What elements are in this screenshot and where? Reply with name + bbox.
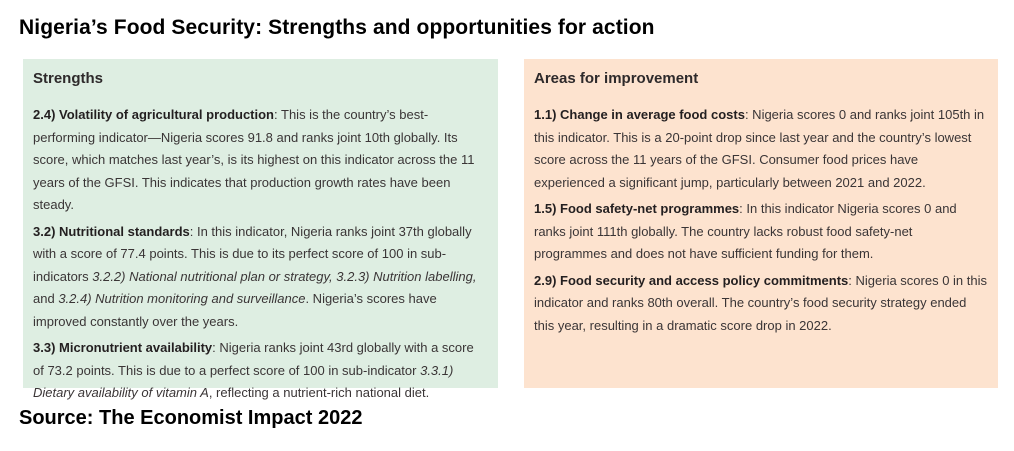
source-note: Source: The Economist Impact 2022 [19, 407, 363, 429]
item-text: . Nigeria’s scores have improved constan… [33, 291, 437, 329]
strength-item-volatility: 2.4) Volatility of agricultural producti… [33, 104, 488, 217]
improvements-panel: Areas for improvement 1.1) Change in ave… [524, 59, 998, 388]
improvement-item-food-costs: 1.1) Change in average food costs: Niger… [534, 104, 988, 194]
item-lead: 3.3) Micronutrient availability [33, 340, 213, 355]
item-italic-text: 3.2.4) Nutrition monitoring and surveill… [58, 291, 306, 306]
item-text: : In this indicator, Nigeria ranks joint… [33, 223, 472, 284]
item-lead: 1.5) Food safety-net programmes [534, 201, 740, 216]
item-italic-text: 3.2.2) National nutritional plan or stra… [92, 268, 477, 284]
page-title: Nigeria’s Food Security: Strengths and o… [19, 16, 655, 39]
item-text: : Nigeria scores 0 and ranks joint 105th… [534, 107, 985, 190]
item-text: : Nigeria scores 0 in this indicator and… [534, 272, 988, 333]
improvements-heading: Areas for improvement [534, 70, 699, 87]
strength-item-micronutrient: 3.3) Micronutrient availability: Nigeria… [33, 337, 488, 405]
item-lead: 1.1) Change in average food costs [534, 107, 745, 122]
item-text: : Nigeria ranks joint 43rd globally with… [33, 340, 474, 378]
item-italic-text: 3.3.1) Dietary availability of vitamin A [33, 362, 454, 401]
strengths-panel: Strengths 2.4) Volatility of agricultura… [23, 59, 498, 400]
item-lead: 3.2) Nutritional standards [33, 223, 190, 239]
improvement-item-policy-commitments: 2.9) Food security and access policy com… [534, 270, 988, 338]
item-text: : This is the country’s best-performing … [33, 107, 475, 212]
item-lead: 2.9) Food security and access policy com… [534, 272, 849, 288]
item-text: and [33, 291, 59, 306]
item-text: , reflecting a nutrient-rich national di… [208, 385, 430, 400]
item-text: : In this indicator Nigeria scores 0 and… [534, 201, 957, 261]
strengths-heading: Strengths [33, 70, 104, 87]
item-lead: 2.4) Volatility of agricultural producti… [33, 107, 275, 122]
improvement-item-safety-net: 1.5) Food safety-net programmes: In this… [534, 198, 988, 266]
strength-item-nutritional-standards: 3.2) Nutritional standards: In this indi… [33, 221, 488, 334]
